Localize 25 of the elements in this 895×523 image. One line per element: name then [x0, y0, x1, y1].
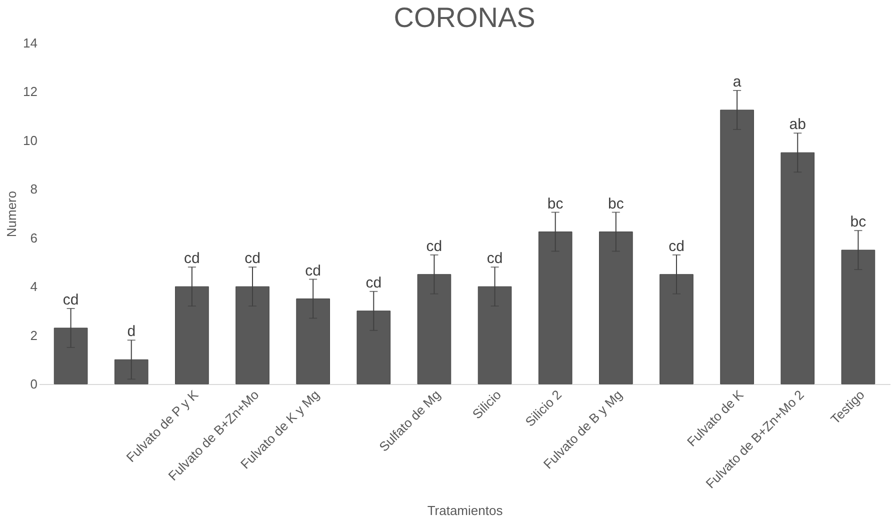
annotation: cd	[305, 262, 321, 280]
annotation: cd	[184, 250, 200, 268]
annotation: cd	[426, 238, 442, 255]
y-tick-label: 10	[23, 132, 38, 148]
annotation: cd	[366, 274, 382, 292]
y-tick-label: 0	[30, 376, 38, 392]
annotation: cd	[668, 238, 684, 255]
y-tick-label: 2	[30, 328, 38, 343]
annotation: d	[127, 323, 136, 340]
y-tick-label: 4	[30, 279, 38, 294]
y-axis-title: Numero	[4, 190, 20, 238]
annotation: cd	[62, 291, 79, 308]
chart-title: CORONAS	[394, 2, 536, 33]
annotation: ab	[789, 116, 806, 134]
annotation: bc	[850, 214, 867, 231]
annotation: cd	[244, 250, 260, 268]
x-axis-title: Tratamientos	[427, 503, 504, 518]
annotation: bc	[547, 195, 564, 212]
y-tick-label: 14	[23, 36, 38, 50]
annotation: bc	[608, 195, 624, 212]
y-tick-label: 12	[23, 84, 38, 100]
y-tick-label: 8	[30, 182, 38, 197]
annotation: cd	[486, 250, 503, 268]
annotation: a	[732, 73, 742, 90]
y-tick-label: 6	[30, 230, 38, 246]
